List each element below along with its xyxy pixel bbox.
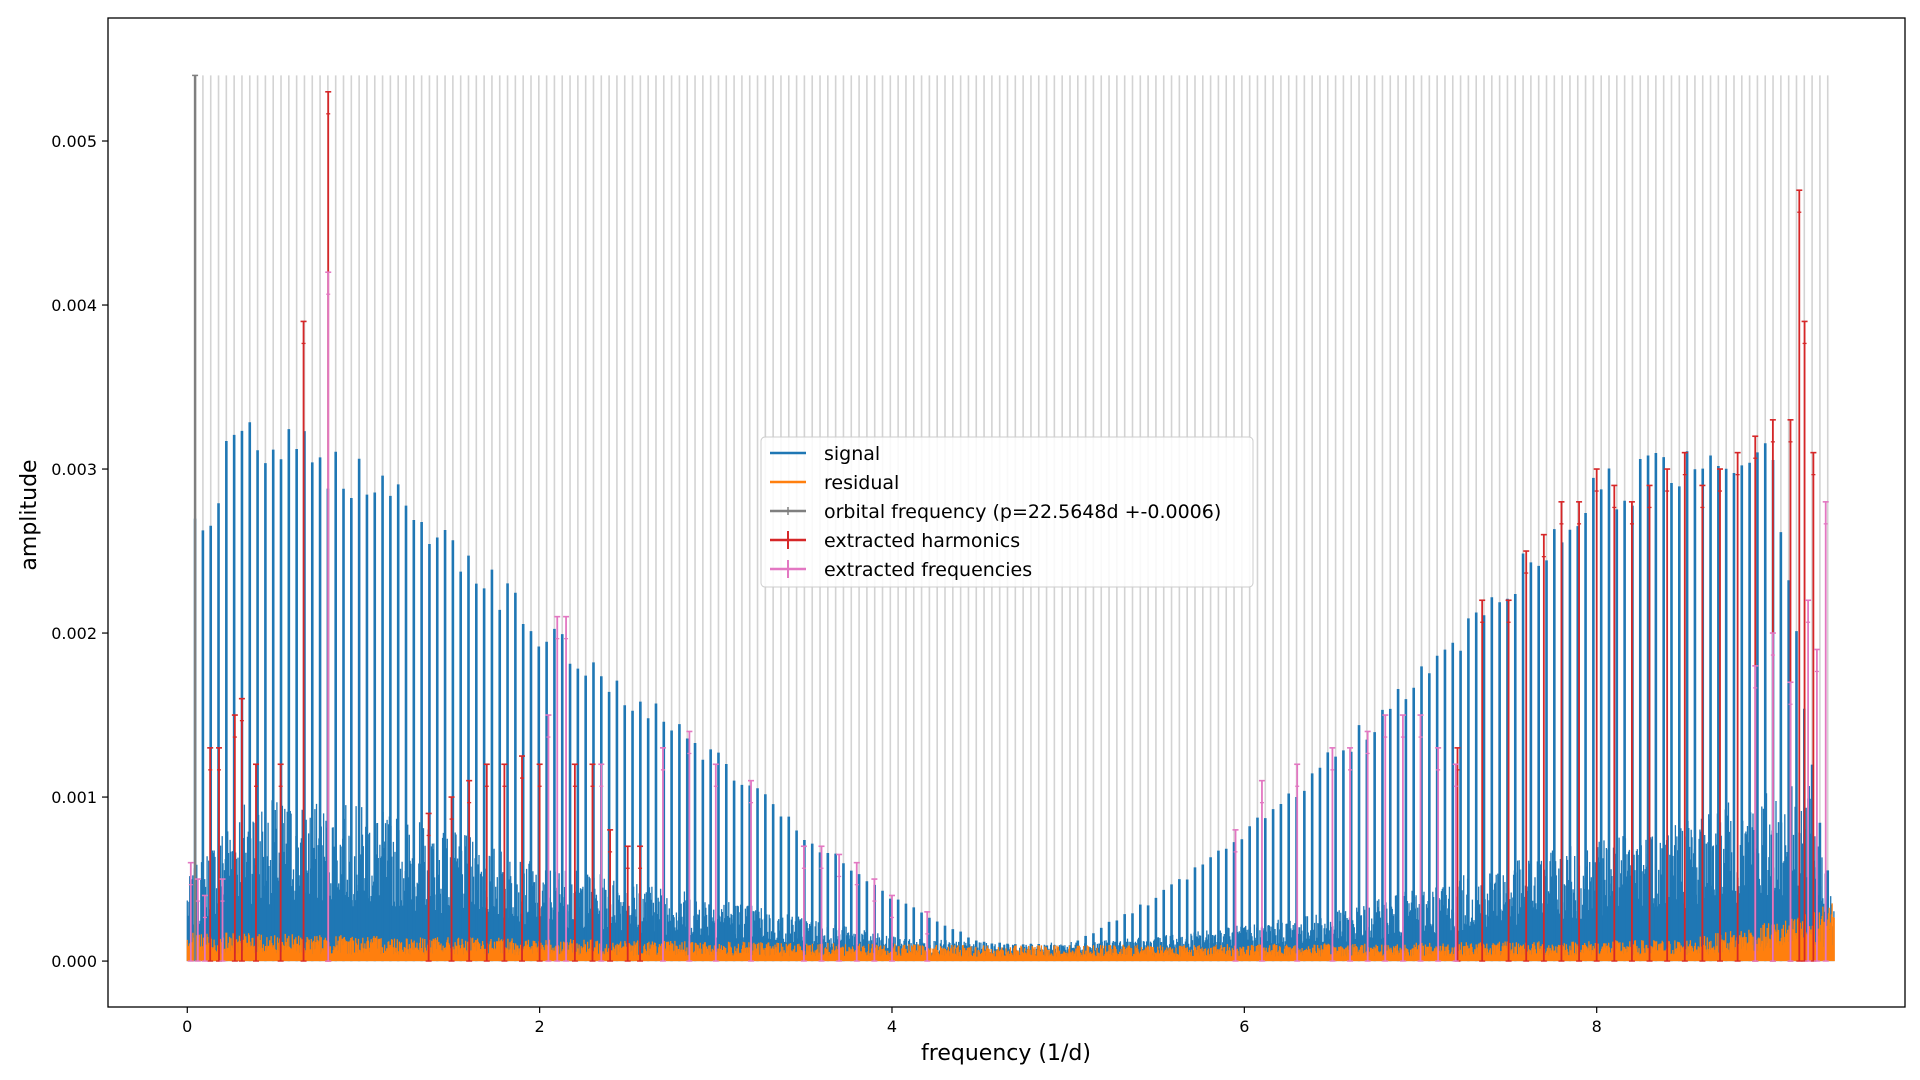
legend: signal residual orbital frequency (p=22.… xyxy=(760,436,1254,588)
extracted-frequencies-series xyxy=(187,271,1829,962)
y-tick-label: 0.005 xyxy=(51,132,97,151)
y-tick-label: 0.000 xyxy=(51,952,97,971)
residual-series xyxy=(186,903,1835,962)
legend-label-frequencies: extracted frequencies xyxy=(824,559,1032,581)
x-tick-label: 2 xyxy=(535,1017,545,1036)
orbital-frequency-series xyxy=(192,74,199,962)
y-tick-label: 0.004 xyxy=(51,296,97,315)
signal-series xyxy=(186,422,1835,962)
y-tick-label: 0.001 xyxy=(51,788,97,807)
x-tick-label: 4 xyxy=(887,1017,897,1036)
plot-frame xyxy=(107,17,1906,1008)
legend-label-residual: residual xyxy=(824,472,899,494)
legend-label-orbital: orbital frequency (p=22.5648d +-0.0006) xyxy=(824,501,1221,523)
residual-line xyxy=(186,903,1835,962)
x-axis-label: frequency (1/d) xyxy=(921,1041,1091,1066)
y-axis-label: amplitude xyxy=(17,459,42,570)
x-tick-label: 8 xyxy=(1592,1017,1602,1036)
legend-box xyxy=(760,436,1254,588)
y-tick-label: 0.003 xyxy=(51,460,97,479)
legend-label-harmonics: extracted harmonics xyxy=(824,530,1020,552)
x-tick-label: 6 xyxy=(1239,1017,1249,1036)
x-axis-ticks: 0 2 4 6 8 xyxy=(182,1007,1602,1036)
legend-label-signal: signal xyxy=(824,443,880,465)
y-axis-ticks: 0.000 0.001 0.002 0.003 0.004 0.005 xyxy=(51,132,108,971)
y-tick-label: 0.002 xyxy=(51,624,97,643)
x-tick-label: 0 xyxy=(182,1017,192,1036)
